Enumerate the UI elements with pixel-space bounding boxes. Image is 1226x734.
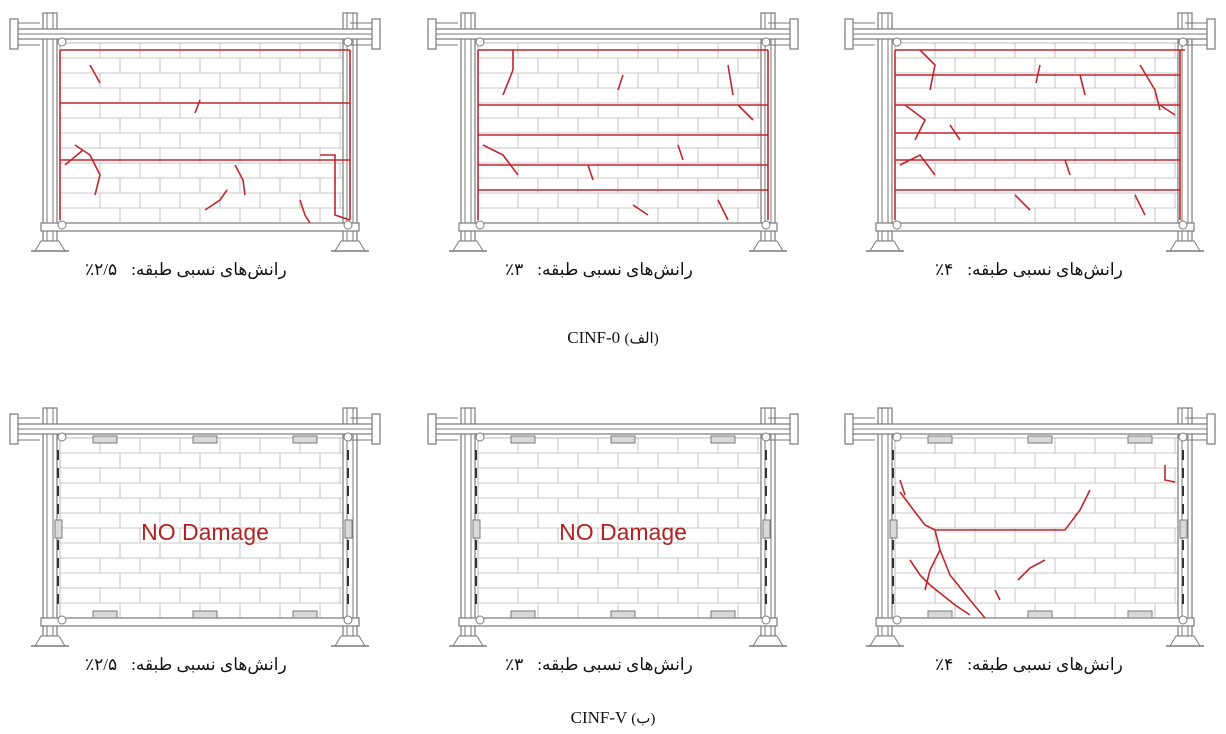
panel-a-1 — [5, 5, 385, 255]
crack-line — [502, 50, 514, 96]
crack-line — [89, 64, 101, 84]
crack-line — [320, 154, 351, 221]
drift-label: رانش‌های نسبی طبقه: — [131, 655, 287, 674]
crack-line — [1035, 64, 1041, 84]
drift-label: رانش‌های نسبی طبقه: — [537, 655, 693, 674]
crack-line — [737, 104, 754, 121]
crack-line — [919, 49, 936, 91]
panel-a-2 — [423, 5, 803, 255]
crack-line — [904, 104, 927, 141]
infill-frame-diagram — [844, 407, 1216, 647]
masonry-infill — [477, 42, 769, 224]
crack-line — [204, 189, 228, 211]
caption-b-2: رانش‌های نسبی طبقه: ٪۳ — [505, 655, 693, 675]
infill-frame-diagram — [9, 12, 381, 252]
crack-line — [64, 149, 84, 166]
crack-line — [994, 589, 1001, 601]
crack-line — [899, 153, 936, 176]
crack-line — [935, 489, 1091, 531]
crack-line — [1017, 559, 1046, 581]
steel-frame — [9, 407, 381, 647]
crack-pattern — [899, 465, 1176, 619]
panel-b-2: NO Damage — [423, 400, 803, 650]
drift-value: ٪۲/۵ — [85, 655, 118, 674]
crack-line — [1064, 159, 1071, 176]
drift-value: ٪۴ — [935, 260, 954, 279]
crack-line — [727, 64, 734, 96]
caption-a-1: رانش‌های نسبی طبقه: ٪۲/۵ — [85, 260, 287, 280]
crack-line — [617, 74, 624, 91]
crack-line — [677, 144, 684, 161]
crack-line — [482, 144, 519, 176]
group-a-letter: (الف) — [624, 331, 659, 347]
crack-line — [717, 199, 729, 221]
no-damage-label: NO Damage — [559, 519, 687, 545]
crack-line — [909, 559, 931, 586]
crack-pattern — [477, 49, 769, 221]
drift-label: رانش‌های نسبی طبقه: — [537, 260, 693, 279]
group-b-letter: (ب) — [631, 711, 656, 727]
crack-line — [939, 549, 986, 619]
crack-line — [632, 204, 649, 216]
drift-value: ٪۳ — [505, 655, 524, 674]
group-a-title: CINF-0 (الف) — [0, 328, 1226, 348]
drift-value: ٪۳ — [505, 260, 524, 279]
caption-a-3: رانش‌های نسبی طبقه: ٪۴ — [935, 260, 1123, 280]
crack-line — [924, 529, 941, 591]
steel-frame — [427, 407, 799, 647]
drift-label: رانش‌های نسبی طبقه: — [131, 260, 287, 279]
group-a-code: CINF-0 — [567, 328, 621, 347]
panel-a-3 — [840, 5, 1220, 255]
crack-line — [929, 584, 971, 616]
crack-line — [899, 491, 936, 531]
infill-frame-diagram: NO Damage — [9, 407, 381, 647]
masonry-infill — [59, 42, 351, 224]
masonry-infill — [59, 437, 351, 619]
crack-line — [1079, 74, 1086, 96]
steel-frame — [9, 12, 381, 252]
infill-frame-diagram — [844, 12, 1216, 252]
steel-frame — [844, 407, 1216, 647]
crack-line — [1014, 194, 1031, 211]
crack-line — [587, 164, 594, 181]
drift-label: رانش‌های نسبی طبقه: — [967, 655, 1123, 674]
crack-pattern — [894, 49, 1185, 220]
masonry-infill — [894, 437, 1186, 619]
caption-a-2: رانش‌های نسبی طبقه: ٪۳ — [505, 260, 693, 280]
panel-b-1: NO Damage — [5, 400, 385, 650]
infill-frame-diagram: NO Damage — [427, 407, 799, 647]
crack-line — [949, 124, 961, 141]
caption-b-3: رانش‌های نسبی طبقه: ٪۴ — [935, 655, 1123, 675]
crack-pattern — [59, 49, 351, 224]
drift-value: ٪۲/۵ — [85, 260, 118, 279]
no-damage-label: NO Damage — [141, 519, 269, 545]
crack-line — [899, 479, 906, 496]
crack-line — [1164, 465, 1176, 483]
infill-frame-diagram — [427, 12, 799, 252]
crack-line — [1134, 194, 1146, 216]
crack-line — [194, 99, 201, 114]
drift-value: ٪۴ — [935, 655, 954, 674]
crack-line — [299, 199, 311, 224]
panel-b-3 — [840, 400, 1220, 650]
group-b-code: CINF-V — [570, 708, 627, 727]
crack-line — [234, 164, 246, 196]
crack-line — [1159, 104, 1176, 116]
drift-label: رانش‌های نسبی طبقه: — [967, 260, 1123, 279]
crack-line — [1139, 64, 1161, 111]
steel-frame — [844, 12, 1216, 252]
masonry-infill — [477, 437, 769, 619]
group-b-title: CINF-V (ب) — [0, 708, 1226, 728]
caption-b-1: رانش‌های نسبی طبقه: ٪۲/۵ — [85, 655, 287, 675]
